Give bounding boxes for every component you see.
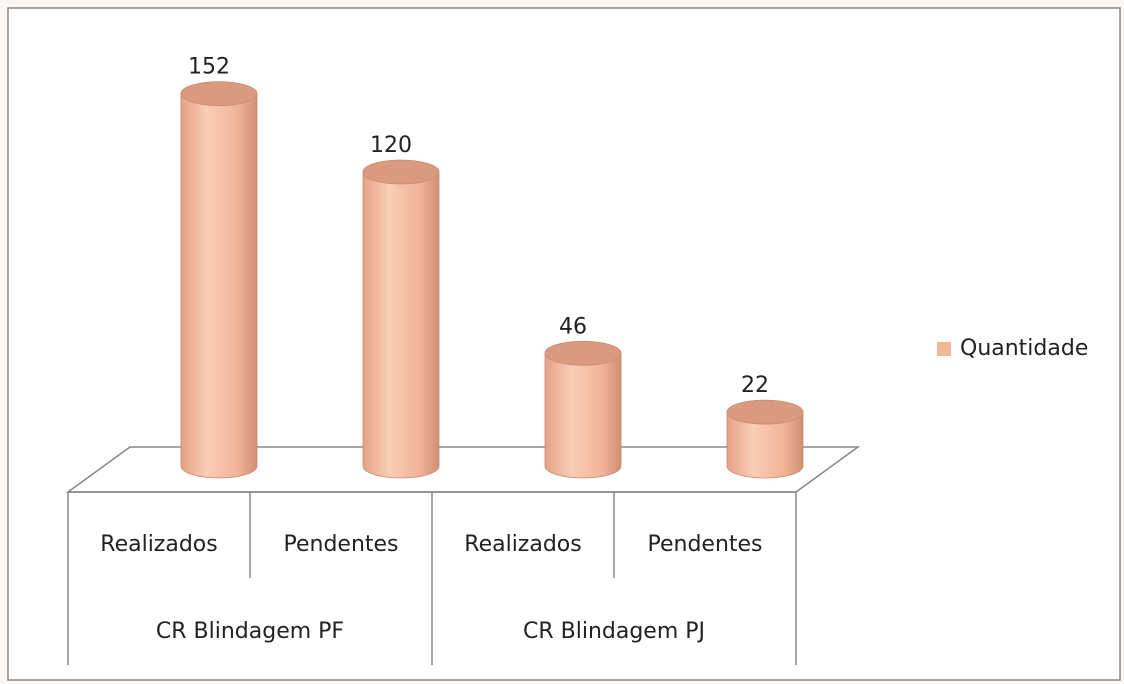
bar-top [726,399,804,425]
bar [180,93,258,479]
bar [544,352,622,479]
data-label: 120 [370,133,412,158]
bar-top [180,81,258,106]
x-tick-label: Realizados [464,532,581,557]
data-label: 22 [741,373,769,398]
x-tick-label: Realizados [100,532,217,557]
bar [362,171,440,479]
legend-swatch [937,342,951,356]
data-label: 152 [188,55,230,80]
group-label: CR Blindagem PJ [523,619,705,644]
bar-top [362,159,440,185]
group-label: CR Blindagem PF [156,619,344,644]
x-tick-label: Pendentes [647,532,762,557]
legend-label: Quantidade [960,336,1088,361]
data-label: 46 [559,314,587,339]
x-tick-label: Pendentes [283,532,398,557]
bar-top [544,340,622,366]
bar [726,411,804,479]
